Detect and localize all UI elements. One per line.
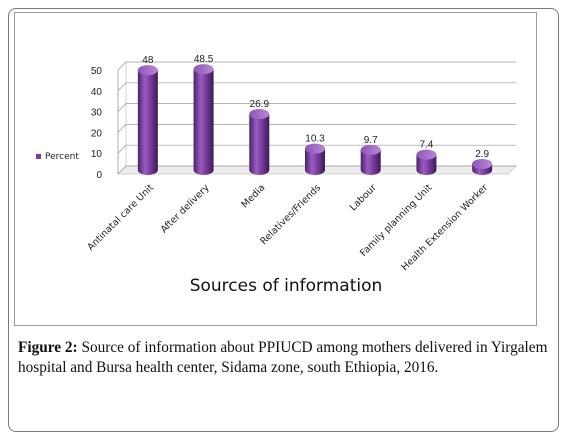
bar-body bbox=[249, 114, 270, 175]
bar-body bbox=[305, 148, 325, 175]
category-label: Labour bbox=[348, 182, 379, 213]
bar-top bbox=[416, 149, 437, 160]
bar bbox=[360, 144, 381, 175]
bar-top bbox=[305, 143, 325, 154]
caption-text: Source of information about PPIUCD among… bbox=[18, 339, 548, 376]
bar-body bbox=[360, 149, 381, 175]
data-label: 10.3 bbox=[305, 134, 325, 145]
gridline-side bbox=[117, 103, 127, 112]
legend: Percent bbox=[36, 152, 79, 162]
figure-caption: Figure 2: Source of information about PP… bbox=[18, 338, 548, 378]
y-axis: 0 10 20 30 40 50 bbox=[91, 66, 119, 181]
y-tick-label: 40 bbox=[91, 87, 103, 98]
bar bbox=[249, 109, 270, 175]
data-label: 48 bbox=[142, 55, 154, 66]
y-tick-label: 50 bbox=[91, 66, 103, 77]
category-labels: Antinatal care Unit After delivery MediaRe… bbox=[85, 182, 490, 273]
y-tick-label: 10 bbox=[91, 149, 103, 160]
category-label: Antinatal care Unit bbox=[85, 182, 156, 253]
bars bbox=[137, 64, 493, 175]
y-tick-label: 20 bbox=[91, 128, 103, 139]
data-label: 9.7 bbox=[364, 135, 378, 146]
x-axis-title: Sources of information bbox=[190, 276, 383, 296]
data-label: 26.9 bbox=[250, 99, 270, 110]
gridline-side bbox=[117, 82, 127, 92]
bar-top bbox=[193, 64, 214, 75]
gridline-side bbox=[117, 124, 127, 133]
bar-body bbox=[416, 154, 437, 175]
legend-swatch bbox=[36, 154, 41, 159]
category-label: Media bbox=[239, 182, 267, 210]
data-label: 2.9 bbox=[475, 149, 489, 160]
bar bbox=[416, 149, 437, 175]
bar-top bbox=[249, 109, 270, 120]
gridline-side bbox=[117, 144, 127, 154]
bar-body bbox=[193, 69, 214, 175]
bar-top bbox=[360, 144, 381, 155]
category-label: After delivery bbox=[159, 182, 212, 235]
data-label: 48.5 bbox=[194, 54, 214, 65]
bar-top bbox=[137, 65, 158, 76]
bar-top bbox=[472, 158, 493, 169]
gridline-side bbox=[117, 61, 127, 71]
y-tick-label: 30 bbox=[91, 108, 103, 119]
y-tick-label: 0 bbox=[96, 170, 102, 181]
data-label: 7.4 bbox=[419, 140, 433, 151]
bar bbox=[472, 158, 493, 175]
bar-body bbox=[137, 70, 158, 175]
bar bbox=[137, 65, 158, 175]
data-labels: 48 48.5 26.9 10.3 9.7 7.4 2.9 bbox=[142, 54, 489, 160]
legend-label: Percent bbox=[45, 152, 79, 162]
caption-label: Figure 2: bbox=[18, 339, 78, 356]
category-label: Relatives/Friends bbox=[258, 182, 323, 247]
bar bbox=[193, 64, 214, 175]
gridline-side bbox=[117, 165, 127, 175]
bar bbox=[305, 143, 325, 175]
